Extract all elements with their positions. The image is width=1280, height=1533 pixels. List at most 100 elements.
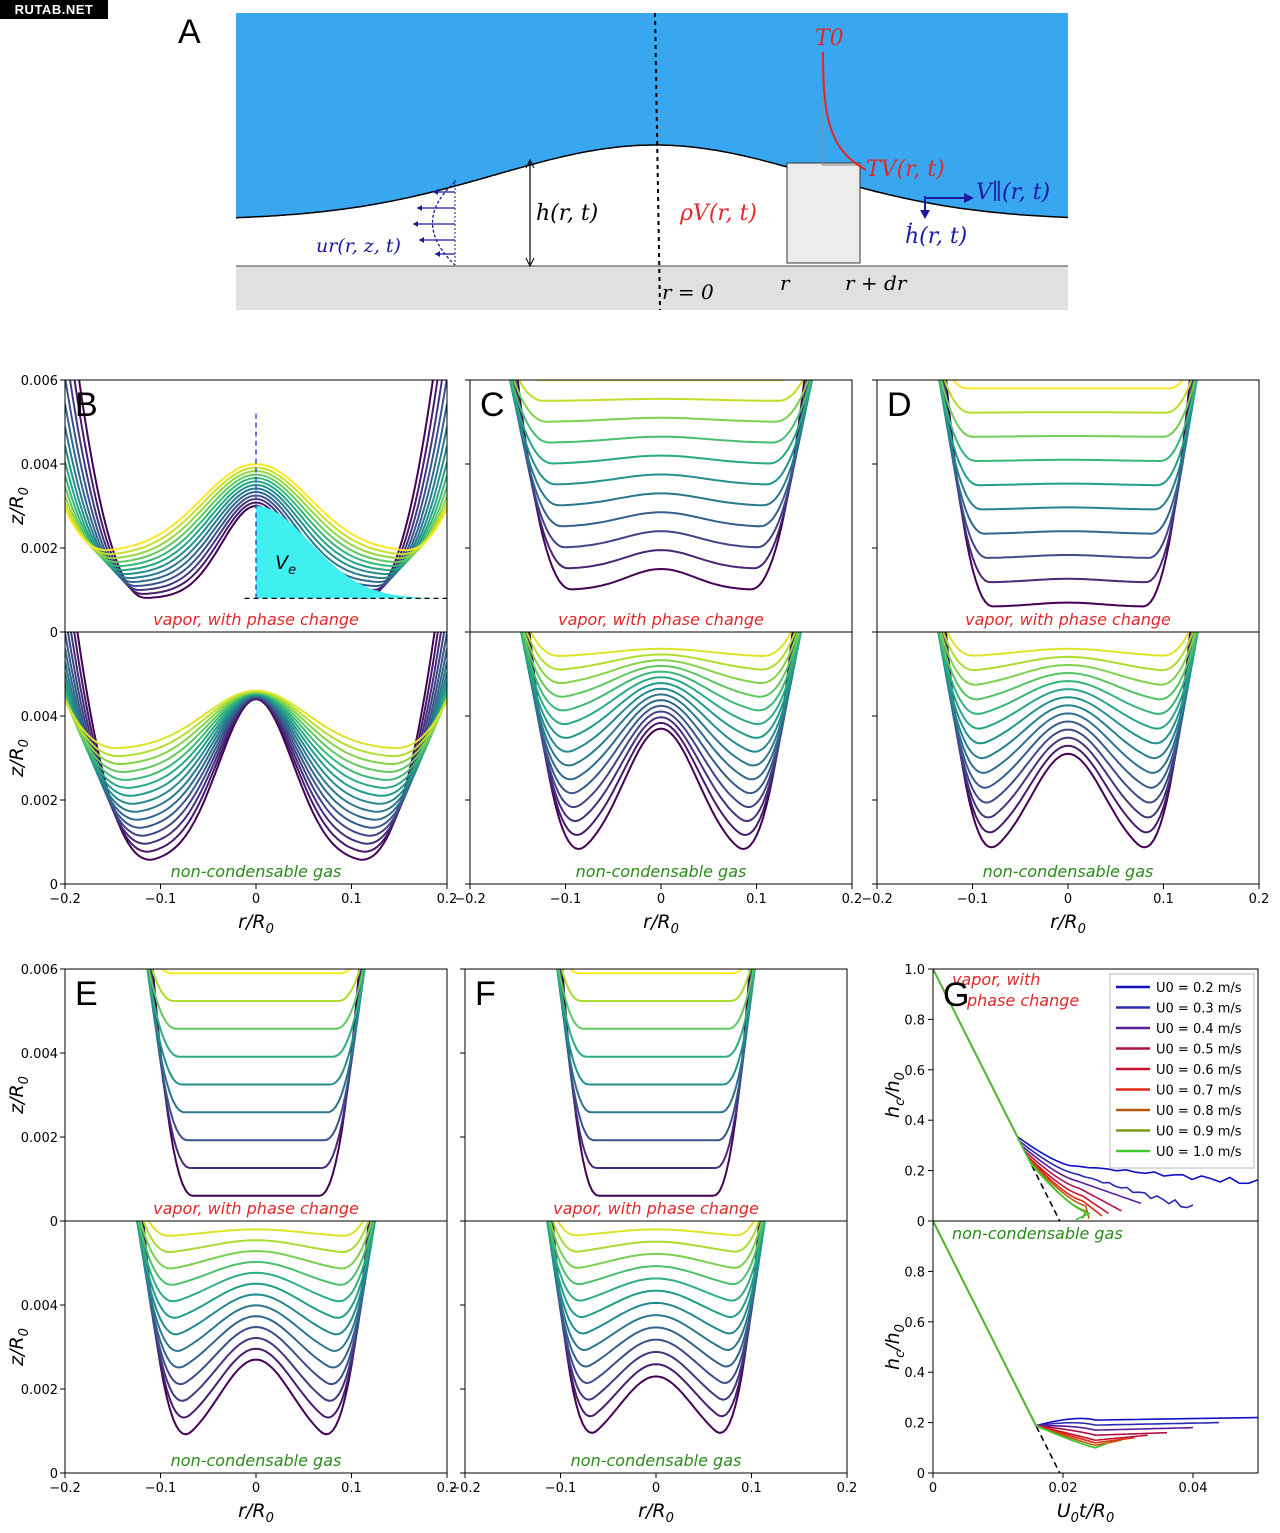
velocity-arrowhead: [417, 205, 422, 211]
profile-line: [65, 661, 447, 813]
h-arrow-head-top: [525, 158, 535, 169]
control-volume: [786, 162, 861, 264]
y-tick-label: 0.8: [904, 1265, 925, 1280]
profile-line: [149, 969, 363, 1169]
profile-line: [546, 1221, 766, 1335]
caption-vapor: vapor, with phase change: [153, 1199, 359, 1218]
y-axis-label-sub: 0: [17, 1076, 32, 1084]
x-tick-label: 0.1: [1153, 892, 1174, 907]
profile-line: [65, 691, 447, 774]
profile-line: [560, 969, 752, 1002]
caption-vapor: vapor, with phase change: [558, 610, 764, 629]
y-axis-label: z/R0: [6, 487, 32, 526]
solid-substrate: [236, 266, 1068, 310]
series-line-0.3: [933, 969, 1194, 1209]
y-tick-label: 0.004: [21, 1299, 58, 1314]
profile-line: [147, 969, 365, 1030]
profile-line: [556, 969, 756, 1114]
profile-line: [937, 632, 1199, 715]
profile-line: [557, 969, 755, 1030]
hdot-arrowhead: [920, 210, 930, 219]
velocity-arrowhead: [433, 189, 438, 195]
legend-entry: U0 = 0.5 m/s: [1156, 1043, 1242, 1058]
profile-line: [945, 380, 1191, 608]
x-tick-label: 0: [1064, 892, 1072, 907]
profile-curves: [65, 632, 447, 861]
y-axis-label-part: h: [882, 1106, 904, 1118]
profile-line: [151, 969, 361, 1002]
y-axis-label-part: c: [893, 1351, 908, 1358]
h-arrow-head-bottom: [525, 257, 535, 268]
y-tick-label: 0.002: [21, 542, 58, 557]
legend-entry: U0 = 0.3 m/s: [1156, 1002, 1242, 1017]
series-line-0.8: [933, 1221, 1122, 1447]
profile-curves: [546, 1221, 766, 1434]
profile-line: [547, 1221, 765, 1368]
y-tick-label: 0.2: [904, 1165, 925, 1180]
profile-line: [140, 1221, 372, 1419]
profile-line: [951, 380, 1185, 390]
profile-line: [139, 1221, 373, 1270]
x-tick-label: −0.1: [957, 892, 989, 907]
profile-line: [65, 466, 447, 556]
profile-line: [137, 1221, 375, 1369]
y-tick-label: 0: [50, 626, 58, 641]
profile-line: [520, 632, 802, 753]
x-tick-label: 0.2: [1249, 892, 1270, 907]
caption-gas: non-condensable gas: [983, 862, 1154, 881]
y-tick-label: 0.004: [21, 1047, 58, 1062]
watermark: RUTAB.NET: [0, 0, 108, 19]
profile-line: [943, 632, 1193, 834]
panel-label-g: G: [943, 976, 969, 1014]
profile-line: [65, 473, 447, 564]
y-axis-label-sub: 0: [17, 487, 32, 495]
y-tick-label: 0.002: [21, 794, 58, 809]
subplot-frame: [64, 1220, 448, 1474]
x-tick-label: 0.1: [341, 892, 362, 907]
x-axis-label-main: r/R: [238, 911, 265, 933]
subplot-frame: [876, 379, 1260, 633]
series-line-0.9: [933, 1221, 1109, 1449]
x-tick-label: 0.2: [837, 1481, 858, 1496]
ve-region: [256, 506, 438, 599]
series-line-0.6: [933, 969, 1109, 1215]
profile-line: [510, 380, 812, 528]
y-axis-label-part: /h: [882, 1080, 904, 1100]
series-line-0.2: [933, 969, 1258, 1185]
profile-line: [139, 1221, 373, 1402]
profile-line: [151, 969, 361, 1197]
profile-line: [138, 1221, 374, 1386]
y-tick-label: 0.4: [904, 1366, 925, 1381]
x-tick-label: 0: [252, 1481, 260, 1496]
series-line-1: [933, 1221, 1103, 1449]
velocity-arrowhead: [419, 237, 424, 243]
subplot-frame: [464, 968, 848, 1222]
y-tick-label: 0: [917, 1467, 925, 1482]
y-tick-label: 0.002: [21, 1131, 58, 1146]
profile-line: [942, 380, 1194, 584]
profile-line: [518, 380, 805, 402]
profile-line: [946, 632, 1190, 657]
profile-line: [146, 969, 366, 1114]
y-tick-label: 0.006: [21, 963, 58, 978]
panel-e: vapor, with phase change non-condensable …: [6, 963, 457, 1526]
y-axis-label-sub: 0: [17, 1328, 32, 1336]
x-tick-label: 0: [657, 892, 665, 907]
r-label: r: [780, 271, 791, 295]
subplot-frame: [469, 631, 853, 885]
y-axis-label-main: z/R: [6, 1336, 28, 1367]
y-axis-label: hc/h0: [882, 1324, 908, 1370]
profile-line: [136, 1221, 376, 1336]
caption-vapor: vapor, with phase change: [553, 1199, 759, 1218]
x-tick-label: −0.2: [454, 892, 486, 907]
profile-line: [551, 1221, 761, 1253]
profile-line: [136, 1221, 376, 1303]
panel-label-e: E: [75, 975, 98, 1013]
caption-vapor: vapor, with phase change: [153, 610, 359, 629]
profile-line: [546, 1221, 766, 1351]
profile-line: [556, 1221, 756, 1237]
y-axis-label: z/R0: [6, 1076, 32, 1115]
x-tick-label: 0: [652, 1481, 660, 1496]
profile-line: [941, 632, 1195, 819]
y-tick-label: 0.004: [21, 710, 58, 725]
